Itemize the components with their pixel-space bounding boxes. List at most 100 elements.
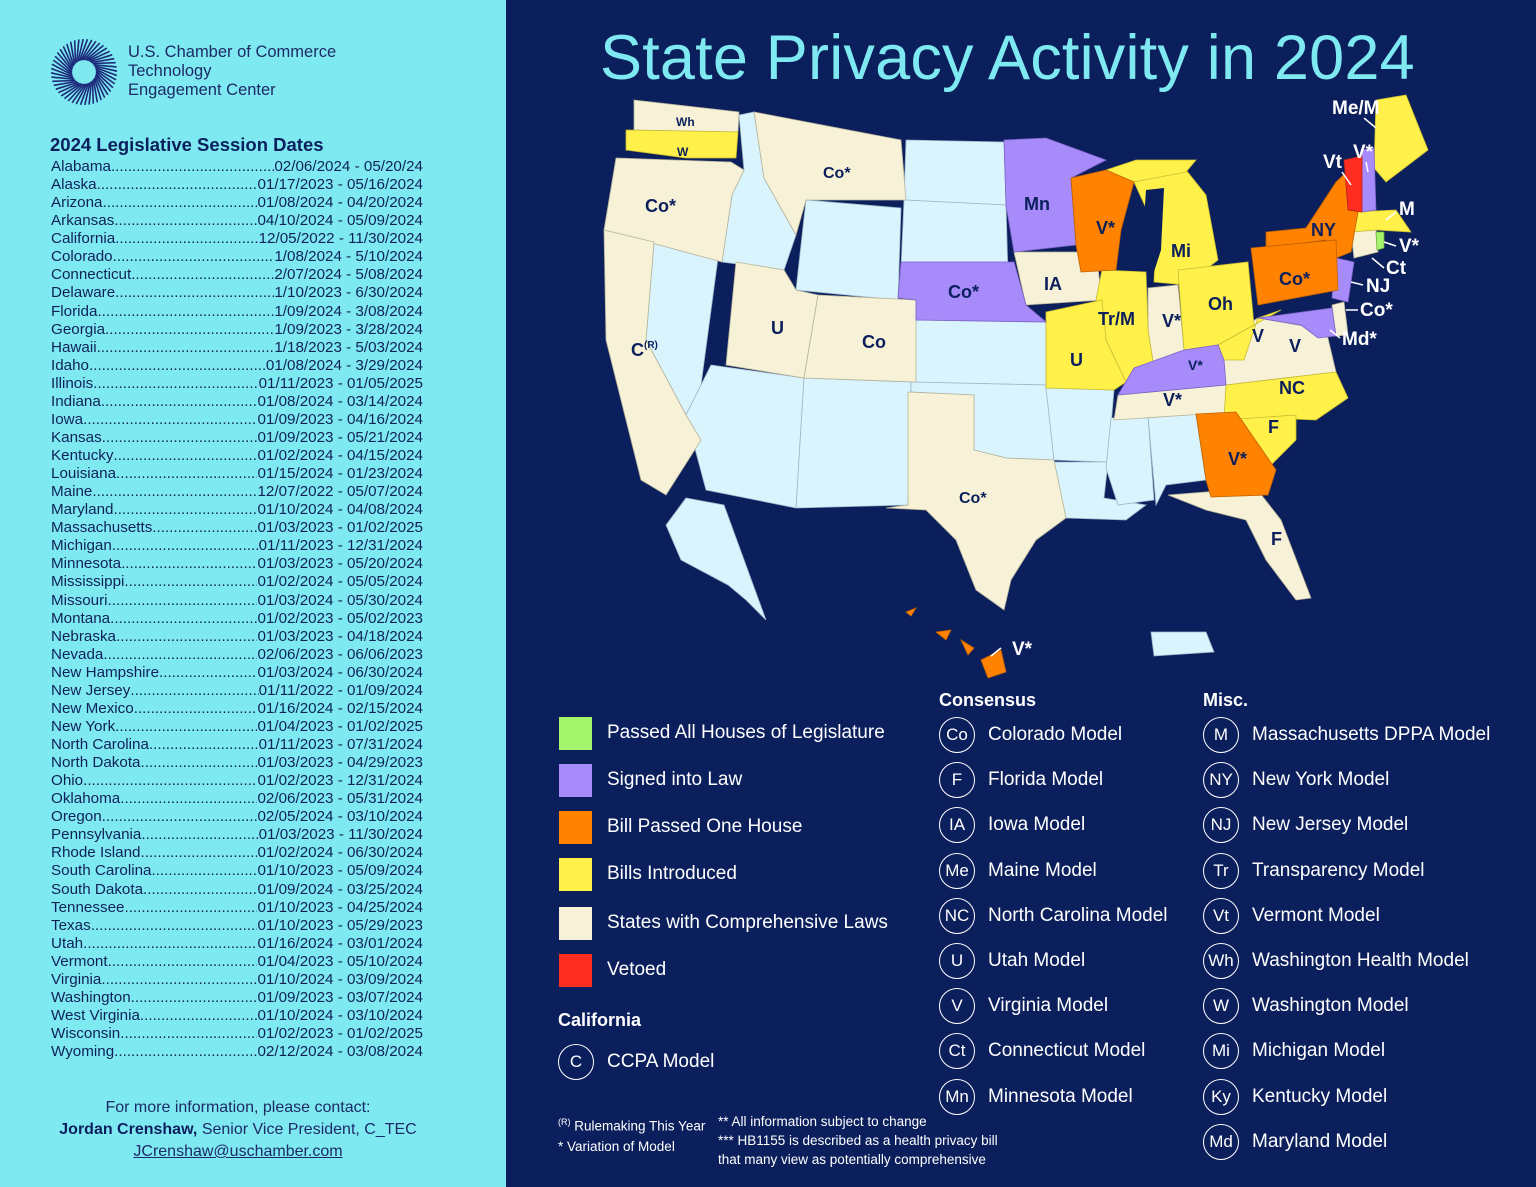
session-dates: 01/16/2024 - 03/01/2024 [257, 934, 423, 952]
session-state: New Hampshire [51, 663, 160, 681]
leader-dots [134, 700, 258, 718]
model-item-nj: NJ New Jersey Model [1203, 807, 1408, 844]
leader-dots [120, 790, 257, 808]
session-dates: 2/07/2024 - 5/08/2024 [274, 266, 423, 284]
model-code-badge: Co [939, 717, 975, 753]
model-code-badge: NC [939, 897, 975, 934]
model-code-badge: W [1203, 988, 1239, 1025]
model-code-badge: Ky [1203, 1078, 1239, 1115]
leader-dots [114, 212, 257, 230]
session-row: Florida 1/09/2024 - 3/08/2024 [51, 303, 423, 321]
session-dates: 02/06/2023 - 05/31/2024 [257, 790, 423, 808]
swatch-one-house [558, 809, 593, 845]
session-state: New York [51, 717, 116, 735]
leader-dots [131, 989, 258, 1007]
session-state: New Mexico [51, 699, 134, 717]
leader-dots [115, 284, 274, 302]
label-leader-lines [990, 117, 1397, 657]
state-washington [625, 129, 739, 159]
leader-dots [97, 176, 258, 194]
session-row: South Carolina 01/10/2023 - 05/09/2024 [51, 862, 423, 880]
lake-michigan [1142, 188, 1164, 278]
label-delaware: Co* [1360, 300, 1393, 321]
state-nebraska [897, 261, 1048, 323]
leader-dots [112, 537, 259, 555]
note-hb1155: *** HB1155 is described as a health priv… [718, 1133, 998, 1148]
model-code-badge: Me [939, 852, 975, 889]
state-florida [1167, 487, 1312, 601]
label-new-jersey: NJ [1366, 276, 1390, 297]
session-dates: 01/08/2024 - 04/20/2024 [257, 194, 423, 212]
session-dates: 01/02/2023 - 12/31/2024 [257, 772, 423, 790]
label-hawaii: V* [1012, 639, 1033, 660]
session-state: Rhode Island [51, 844, 141, 862]
session-dates: 01/03/2023 - 05/20/2024 [257, 555, 423, 573]
state-north-dakota [903, 139, 1007, 206]
session-row: Oklahoma 02/06/2023 - 05/31/2024 [51, 790, 423, 808]
state-rhode-island [1375, 231, 1385, 251]
session-state: New Jersey [51, 681, 131, 699]
label-texas: Co* [959, 490, 987, 507]
session-row: Missouri 01/03/2024 - 05/30/2024 [51, 592, 423, 610]
state-puerto-rico [1150, 631, 1215, 657]
legend-item-comprehensive: States with Comprehensive Laws [558, 905, 888, 941]
leader-dots [113, 501, 257, 519]
session-dates: 01/03/2023 - 11/30/2024 [258, 826, 423, 844]
model-code-badge: NY [1203, 762, 1239, 799]
model-code-badge: Mn [939, 1078, 975, 1115]
state-maine [1373, 94, 1429, 183]
session-dates: 01/10/2023 - 04/25/2024 [257, 898, 423, 916]
model-item-tr: Tr Transparency Model [1203, 852, 1424, 889]
session-dates: 01/09/2024 - 03/25/2024 [257, 880, 423, 898]
model-item-co: Co Colorado Model [939, 717, 1122, 753]
label-indiana: V* [1162, 311, 1181, 331]
session-dates: 01/02/2023 - 01/02/2025 [257, 1025, 423, 1042]
session-state: Kentucky [51, 447, 114, 464]
model-item-v: V Virginia Model [939, 988, 1108, 1025]
model-code-badge: U [939, 943, 975, 979]
state-california [603, 229, 702, 496]
session-dates: 1/09/2023 - 3/28/2024 [274, 320, 423, 338]
leader-dots [141, 844, 258, 862]
model-item-u: U Utah Model [939, 943, 1085, 979]
org-line-1: U.S. Chamber of Commerce [128, 43, 337, 61]
legend-item-signed: Signed into Law [558, 762, 742, 798]
legend-item-introduced: Bills Introduced [558, 856, 737, 892]
session-row: Ohio 01/02/2023 - 12/31/2024 [51, 772, 423, 790]
session-dates: 01/10/2024 - 03/09/2024 [257, 970, 423, 988]
leader-dots [151, 862, 257, 880]
session-row: Kentucky 01/02/2024 - 04/15/2024 [51, 447, 423, 465]
session-dates: 01/09/2023 - 05/21/2024 [257, 428, 423, 446]
state-arkansas [1045, 387, 1115, 463]
session-row: California 12/05/2022 - 11/30/2024 [51, 230, 423, 248]
session-row: South Dakota 01/09/2024 - 03/25/2024 [51, 881, 423, 899]
session-dates-list: Alabama 02/06/2024 - 05/20/24 Alaska 01/17/… [51, 158, 423, 1061]
model-code-badge: Wh [1203, 943, 1239, 979]
session-state: Vermont [51, 952, 108, 970]
state-kentucky [1117, 344, 1227, 396]
session-row: Arkansas 04/10/2024 - 05/09/2024 [51, 212, 423, 230]
session-row: Pennsylvania 01/03/2023 - 11/30/2024 [51, 826, 423, 844]
session-row: Delaware 1/10/2023 - 6/30/2024 [51, 284, 423, 302]
session-dates: 02/05/2024 - 03/10/2024 [257, 808, 423, 826]
session-dates: 1/18/2023 - 5/03/2024 [274, 338, 423, 356]
leader-dots [89, 357, 266, 375]
state-wisconsin [1070, 169, 1135, 273]
session-dates: 01/15/2024 - 01/23/2024 [257, 465, 423, 483]
contact-info: For more information, please contact: Jo… [0, 1097, 476, 1163]
leader-dots [152, 519, 257, 537]
session-state: Oregon [51, 808, 102, 826]
session-dates: 01/10/2023 - 05/09/2024 [257, 862, 423, 880]
session-row: Massachusetts 01/03/2023 - 01/02/2025 [51, 519, 423, 537]
label-illinois: Tr/M [1098, 309, 1135, 329]
session-state: North Dakota [51, 754, 141, 772]
session-state: Arizona [51, 194, 103, 212]
note-rulemaking: Rulemaking This Year [570, 1118, 706, 1134]
contact-email-link[interactable]: JCrenshaw@uschamber.com [133, 1143, 343, 1160]
label-minnesota: Mn [1024, 194, 1050, 214]
session-dates: 01/09/2023 - 03/07/2024 [257, 988, 423, 1006]
session-state: Alabama [51, 158, 111, 175]
leader-dots [120, 1025, 257, 1043]
session-state: Nebraska [51, 627, 116, 645]
session-row: Illinois 01/11/2023 - 01/05/2025 [51, 375, 423, 393]
